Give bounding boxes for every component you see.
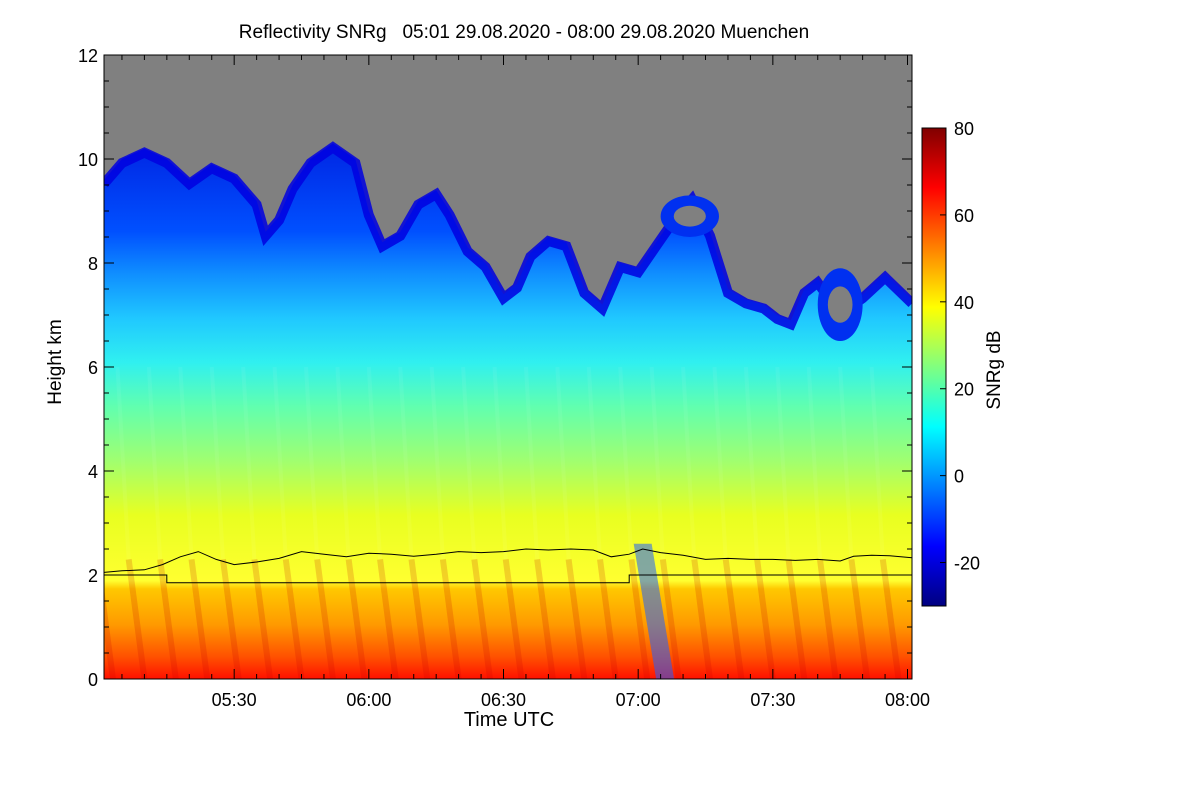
inner-gap-0 [673, 205, 706, 227]
x-axis: 05:30 06:00 06:30 07:00 07:30 08:00 [121, 55, 930, 710]
y-axis-label: Height km [45, 319, 66, 405]
y-tick-label-3: 6 [88, 358, 98, 378]
colorbar-tick-label-5: 80 [954, 119, 974, 139]
x-tick-label-0: 05:30 [212, 690, 257, 710]
y-axis: 0 2 4 6 8 10 12 [78, 46, 912, 690]
x-tick-label-3: 07:00 [616, 690, 661, 710]
colorbar-tick-label-3: 40 [954, 293, 974, 313]
chart-title: Reflectivity SNRg 05:01 29.08.2020 - 08:… [239, 22, 809, 43]
colorbar: -20 0 20 40 60 80 SNRg dB [921, 119, 1005, 607]
inner-gap-1 [827, 286, 853, 323]
colorbar-tick-label-2: 20 [954, 380, 974, 400]
y-tick-label-5: 10 [78, 150, 98, 170]
y-tick-label-1: 2 [88, 566, 98, 586]
colorbar-tick-label-1: 0 [954, 467, 964, 487]
cloud-top-edge [104, 141, 912, 331]
x-tick-label-1: 06:00 [346, 690, 391, 710]
echo-field [104, 143, 912, 679]
inner-gaps [660, 195, 863, 341]
colorbar-tick-label-0: -20 [954, 554, 980, 574]
lower-layer-height-line [104, 574, 912, 584]
x-tick-label-4: 07:30 [750, 690, 795, 710]
fall-streaks [104, 366, 902, 679]
colorbar-tick-label-4: 60 [954, 206, 974, 226]
colorbar-label: SNRg dB [984, 330, 1005, 409]
y-tick-label-0: 0 [88, 670, 98, 690]
colorbar-ticks: -20 0 20 40 60 80 [940, 119, 980, 574]
y-tick-label-4: 8 [88, 254, 98, 274]
x-tick-label-2: 06:30 [481, 690, 526, 710]
x-axis-label: Time UTC [464, 709, 554, 731]
plot-area [104, 55, 912, 679]
mixed-layer-height-line [104, 548, 912, 573]
x-tick-label-5: 08:00 [885, 690, 930, 710]
colorbar-gradient [921, 127, 947, 607]
y-tick-label-2: 4 [88, 462, 98, 482]
y-tick-label-6: 12 [78, 46, 98, 66]
